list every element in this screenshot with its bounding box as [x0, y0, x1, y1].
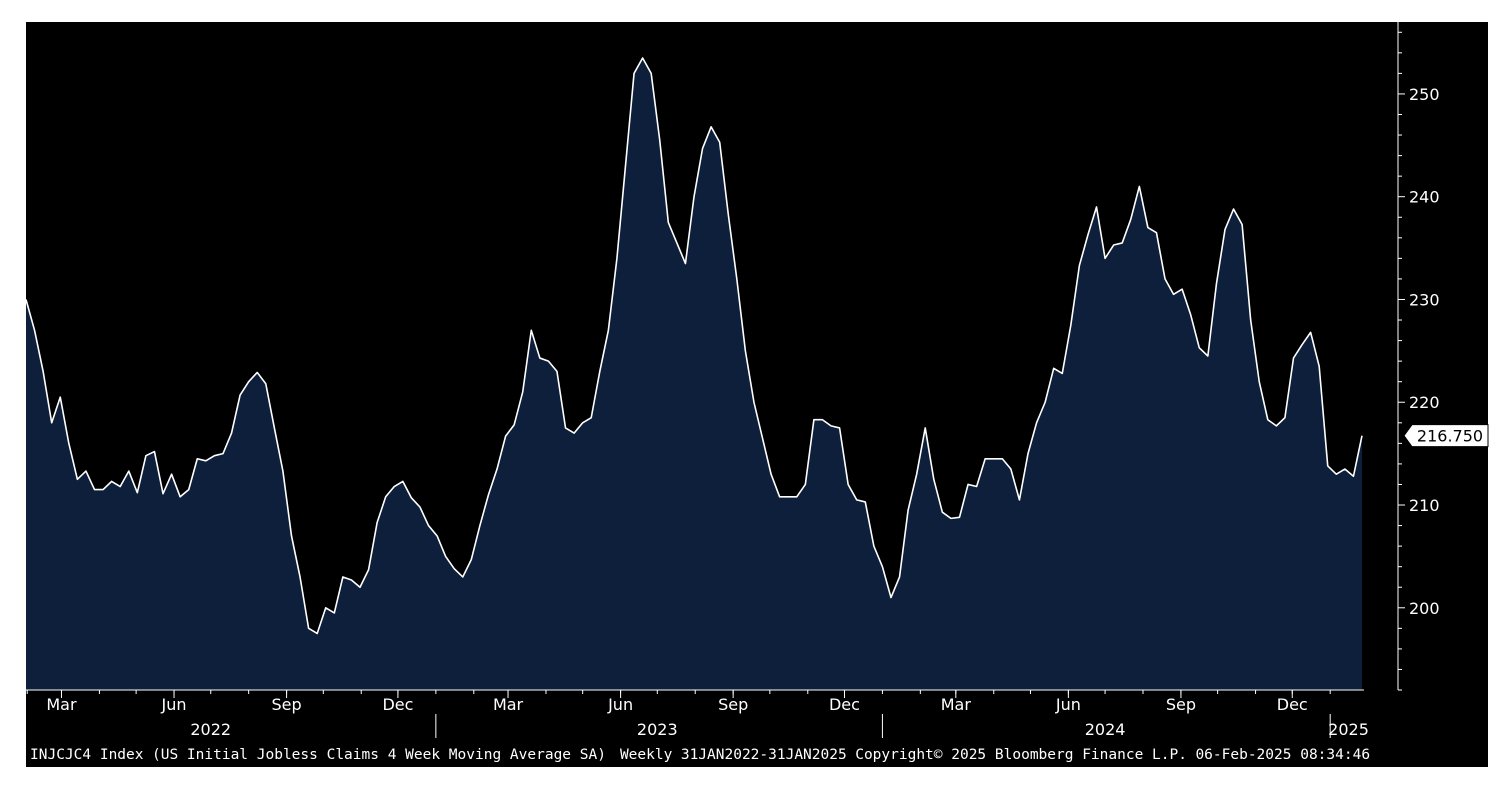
x-tick-label: Mar	[46, 695, 77, 714]
last-value-marker	[1403, 424, 1489, 448]
y-tick-label: 240	[1409, 188, 1440, 207]
x-tick-label: Dec	[829, 695, 860, 714]
footer-frequency: Weekly	[620, 747, 673, 763]
y-tick-label: 210	[1409, 496, 1440, 515]
area-layer	[25, 57, 1363, 691]
year-label: 2025	[1328, 720, 1369, 739]
x-tick-label: Sep	[1166, 695, 1196, 714]
x-tick-label: Mar	[941, 695, 972, 714]
series-line	[25, 57, 1363, 635]
year-label: 2024	[1085, 720, 1126, 739]
footer: INJCJC4 Index (US Initial Jobless Claims …	[30, 747, 1370, 763]
last-value-label: 216.750	[1417, 427, 1483, 446]
y-tick-label: 230	[1409, 290, 1440, 309]
axis-layer: 200 210 220 230 240 250 Mar Jun Sep Dec Mar Jun Sep D…	[26, 22, 1489, 739]
year-label: 2022	[190, 720, 231, 739]
x-tick-label: Sep	[272, 695, 302, 714]
x-tick-label: Jun	[607, 695, 633, 714]
footer-date-range: 31JAN2022-31JAN2025	[681, 747, 847, 763]
y-tick-label: 250	[1409, 85, 1440, 104]
year-label: 2023	[637, 720, 678, 739]
y-tick-label: 220	[1409, 393, 1440, 412]
x-tick-label: Dec	[1277, 695, 1308, 714]
x-tick-label: Sep	[718, 695, 748, 714]
x-tick-label: Jun	[161, 695, 187, 714]
footer-ticker: INJCJC4 Index (US Initial Jobless Claims …	[30, 747, 1370, 763]
footer-description: (US Initial Jobless Claims 4 Week Moving…	[152, 747, 606, 763]
y-tick-label: 200	[1409, 599, 1440, 618]
footer-copyright: Copyright© 2025 Bloomberg Finance L.P.	[855, 747, 1187, 763]
series-area	[26, 57, 1362, 691]
x-tick-label: Mar	[493, 695, 524, 714]
footer-timestamp: 06-Feb-2025 08:34:46	[1195, 747, 1370, 763]
x-tick-label: Jun	[1055, 695, 1081, 714]
x-tick-label: Dec	[382, 695, 413, 714]
